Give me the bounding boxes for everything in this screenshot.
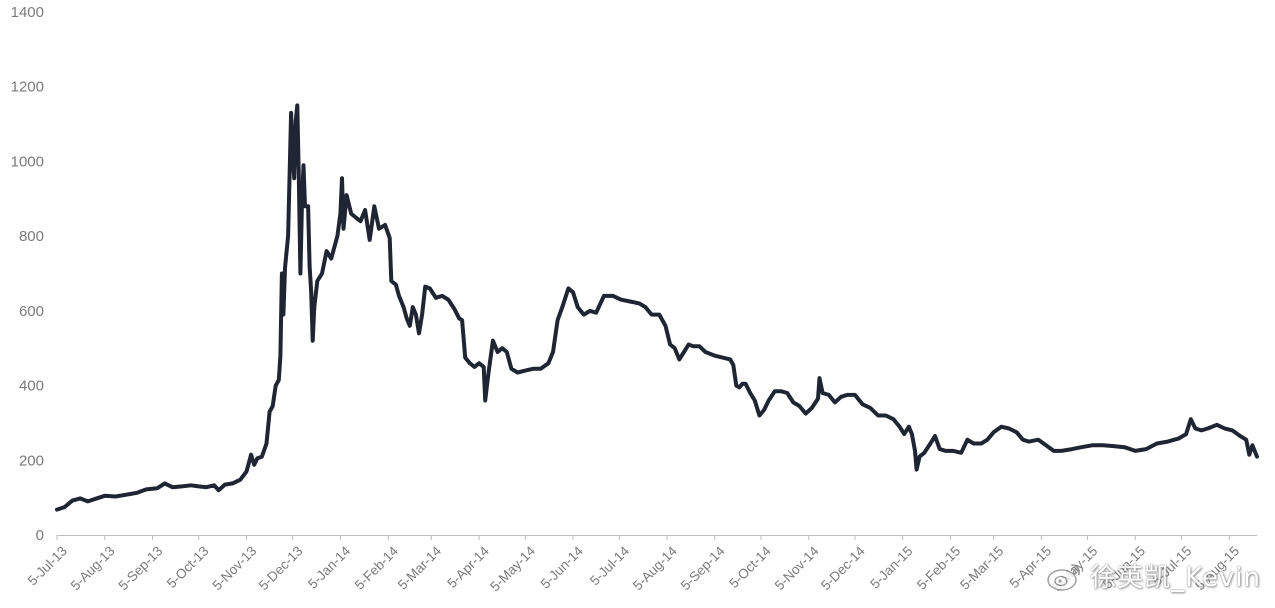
x-tick-label: 5-Apr-14 [444, 543, 492, 591]
watermark-text: 徐英凯_Kevin [1090, 563, 1261, 593]
x-tick-label: 5-Nov-13 [210, 543, 260, 593]
x-tick-label: 5-Dec-14 [818, 543, 868, 593]
y-tick-label: 600 [19, 303, 44, 320]
x-tick-label: 5-Mar-14 [395, 543, 445, 593]
y-tick-label: 1400 [11, 4, 44, 21]
x-tick-label: 5-Jun-14 [538, 543, 587, 592]
x-tick-label: 5-Jul-13 [25, 543, 70, 588]
y-tick-label: 1200 [11, 79, 44, 96]
x-tick-label: 5-Jan-14 [305, 543, 354, 592]
x-tick-label: 5-Jan-15 [867, 543, 915, 591]
x-tick-label: 5-Mar-15 [957, 543, 1006, 592]
x-tick-label: 5-Nov-14 [772, 543, 822, 593]
x-tick-label: 5-Oct-13 [164, 543, 212, 591]
x-tick-label: 5-Jul-14 [587, 543, 632, 588]
x-tick-label: 5-Feb-14 [352, 543, 402, 593]
x-tick-label: 5-May-14 [487, 543, 538, 594]
x-tick-label: 5-Dec-13 [256, 543, 306, 593]
y-tick-label: 1000 [11, 153, 44, 170]
x-tick-label: 5-Aug-14 [630, 543, 680, 593]
x-tick-label: 5-Sep-14 [678, 543, 728, 593]
watermark: 徐英凯_Kevin [1046, 557, 1261, 594]
y-tick-label: 200 [19, 452, 44, 469]
x-tick-label: 5-Feb-15 [914, 543, 963, 592]
price-series-line [55, 103, 1259, 512]
x-tick-label: 5-Aug-13 [68, 543, 118, 593]
x-tick-label: 5-Oct-14 [726, 543, 774, 591]
y-tick-label: 400 [19, 378, 44, 395]
x-tick-label: 5-Sep-13 [116, 543, 166, 593]
weibo-logo-icon [1047, 563, 1081, 591]
y-tick-label: 800 [19, 228, 44, 245]
y-tick-label: 0 [36, 527, 44, 544]
y-axis-ticks: 0 200 400 600 800 1000 1200 1400 [11, 4, 44, 544]
